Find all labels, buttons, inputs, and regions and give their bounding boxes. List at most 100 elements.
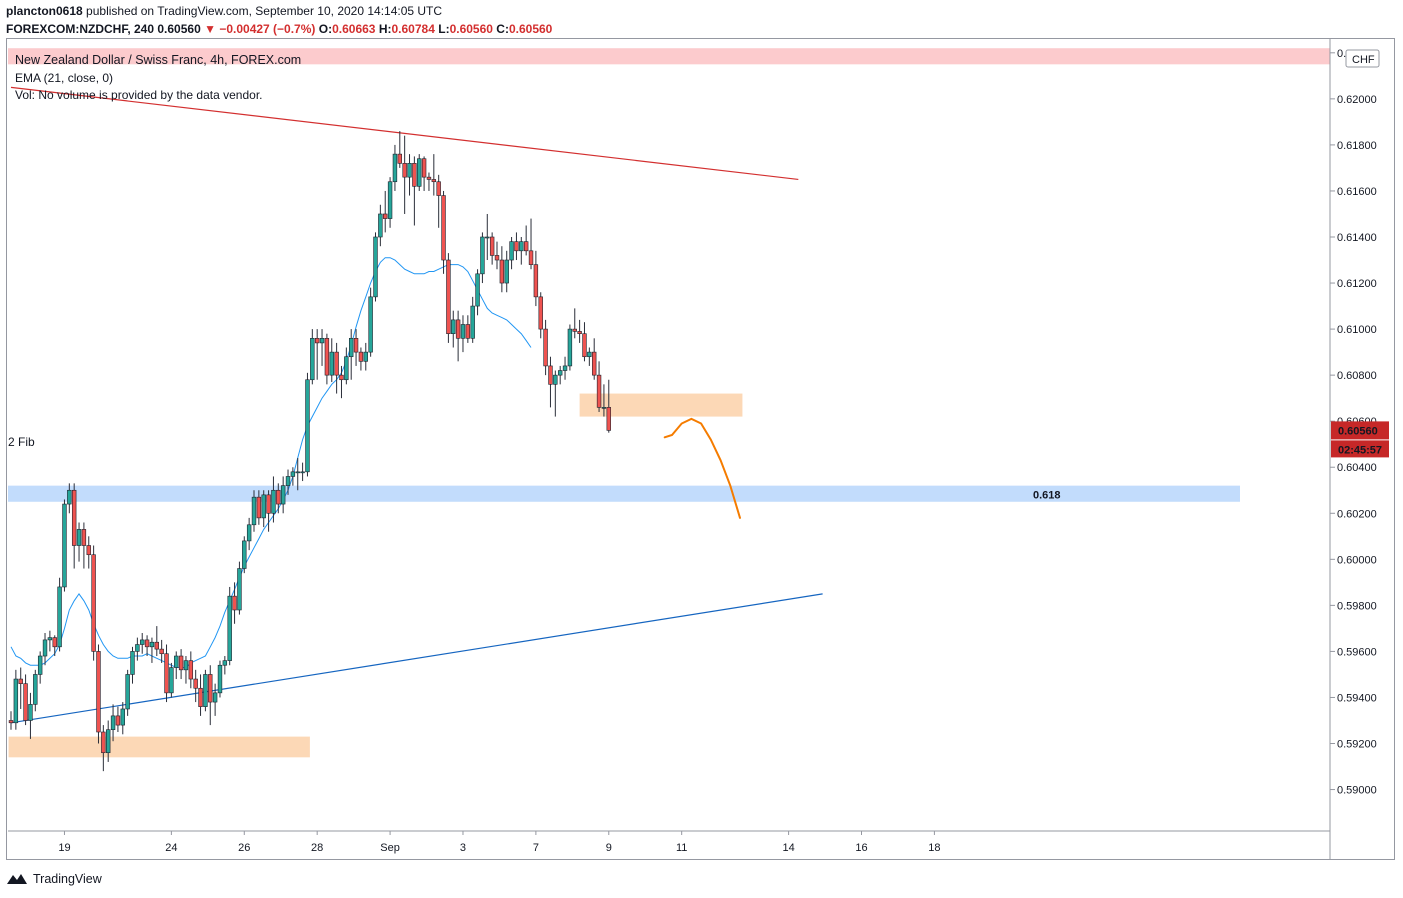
candle-body[interactable] [135, 644, 140, 652]
candle-body[interactable] [285, 476, 291, 486]
author-name[interactable]: plancton0618 [6, 4, 83, 18]
candle-body[interactable] [23, 683, 28, 721]
candle-body[interactable] [154, 641, 159, 650]
candle-body[interactable] [188, 660, 194, 680]
candle-body[interactable] [13, 678, 19, 724]
candle-body[interactable] [455, 319, 461, 339]
candle-body[interactable] [198, 687, 203, 707]
candle-body[interactable] [446, 259, 451, 334]
candle-body[interactable] [144, 639, 150, 648]
candle-body[interactable] [504, 259, 509, 284]
candle-body[interactable] [465, 324, 471, 339]
candle-body[interactable] [553, 374, 558, 385]
candle-body[interactable] [334, 351, 339, 376]
candle-body[interactable] [557, 370, 563, 376]
candle-body[interactable] [441, 195, 446, 261]
candle-body[interactable] [485, 236, 490, 239]
candle-body[interactable] [295, 471, 300, 474]
candle-body[interactable] [344, 356, 349, 381]
candle-body[interactable] [67, 489, 72, 505]
candle-body[interactable] [378, 213, 383, 238]
ema-21-line[interactable] [10, 257, 532, 668]
candle-body[interactable] [431, 179, 437, 183]
candle-body[interactable] [475, 273, 480, 307]
candle-body[interactable] [353, 338, 359, 353]
candle-body[interactable] [125, 674, 130, 710]
candle-body[interactable] [591, 351, 597, 376]
candle-body[interactable] [183, 660, 189, 671]
candle-body[interactable] [470, 305, 475, 339]
candle-body[interactable] [8, 720, 14, 724]
fib-zone[interactable] [8, 485, 1240, 502]
candle-body[interactable] [37, 655, 43, 675]
candle-body[interactable] [383, 213, 388, 219]
candle-body[interactable] [368, 296, 373, 353]
candle-body[interactable] [562, 365, 568, 371]
candle-body[interactable] [164, 653, 169, 694]
candle-body[interactable] [227, 595, 232, 661]
candle-body[interactable] [120, 708, 125, 726]
series-title[interactable]: New Zealand Dollar / Swiss Franc, 4h, FO… [15, 53, 302, 67]
candle-body[interactable] [358, 351, 364, 362]
candle-body[interactable] [86, 545, 91, 556]
candle-body[interactable] [110, 715, 116, 730]
candle-body[interactable] [246, 524, 252, 542]
candle-body[interactable] [101, 731, 106, 754]
candle-body[interactable] [237, 568, 242, 611]
candle-body[interactable] [348, 338, 354, 358]
candle-body[interactable] [499, 259, 505, 284]
candle-body[interactable] [514, 241, 519, 252]
candle-body[interactable] [28, 704, 33, 721]
candle-body[interactable] [421, 158, 427, 178]
candle-body[interactable] [290, 471, 296, 477]
candle-body[interactable] [392, 153, 398, 183]
resistance-trendline[interactable] [10, 86, 799, 181]
candle-body[interactable] [577, 331, 582, 334]
candle-body[interactable] [319, 338, 325, 344]
candle-body[interactable] [149, 641, 155, 648]
demand-zone-low[interactable] [8, 736, 310, 758]
candle-body[interactable] [363, 351, 368, 362]
candle-body[interactable] [339, 374, 344, 381]
candle-body[interactable] [533, 264, 539, 298]
candle-body[interactable] [261, 494, 266, 519]
candle-body[interactable] [222, 660, 228, 666]
candle-body[interactable] [81, 529, 87, 546]
candle-body[interactable] [572, 328, 577, 332]
candle-body[interactable] [523, 241, 529, 252]
candle-body[interactable] [305, 379, 310, 473]
candle-body[interactable] [106, 729, 111, 754]
candle-body[interactable] [407, 163, 412, 178]
candle-body[interactable] [412, 163, 417, 187]
candle-body[interactable] [397, 153, 402, 164]
candle-body[interactable] [208, 674, 213, 703]
candle-body[interactable] [232, 595, 237, 611]
candle-body[interactable] [606, 407, 611, 431]
candle-body[interactable] [548, 365, 553, 385]
candle-body[interactable] [91, 554, 96, 652]
candle-body[interactable] [266, 494, 271, 514]
candle-body[interactable] [18, 678, 23, 684]
candle-body[interactable] [494, 255, 500, 261]
candle-body[interactable] [203, 674, 208, 707]
candle-body[interactable] [174, 655, 179, 668]
candle-body[interactable] [596, 374, 602, 408]
candle-body[interactable] [314, 338, 320, 344]
candle-body[interactable] [271, 489, 276, 514]
candle-body[interactable] [115, 715, 121, 726]
candle-body[interactable] [276, 489, 281, 505]
candle-body[interactable] [42, 639, 48, 657]
candle-body[interactable] [169, 667, 174, 694]
candle-body[interactable] [426, 176, 432, 180]
supply-zone[interactable] [8, 48, 1330, 65]
candle-body[interactable] [159, 648, 164, 655]
candle-body[interactable] [489, 236, 495, 256]
candle-body[interactable] [217, 664, 223, 694]
candle-body[interactable] [324, 338, 330, 376]
candle-body[interactable] [436, 181, 441, 196]
candle-body[interactable] [460, 324, 466, 339]
candle-body[interactable] [543, 328, 548, 367]
candle-body[interactable] [140, 639, 145, 645]
candle-body[interactable] [601, 407, 607, 409]
candle-body[interactable] [528, 250, 534, 265]
